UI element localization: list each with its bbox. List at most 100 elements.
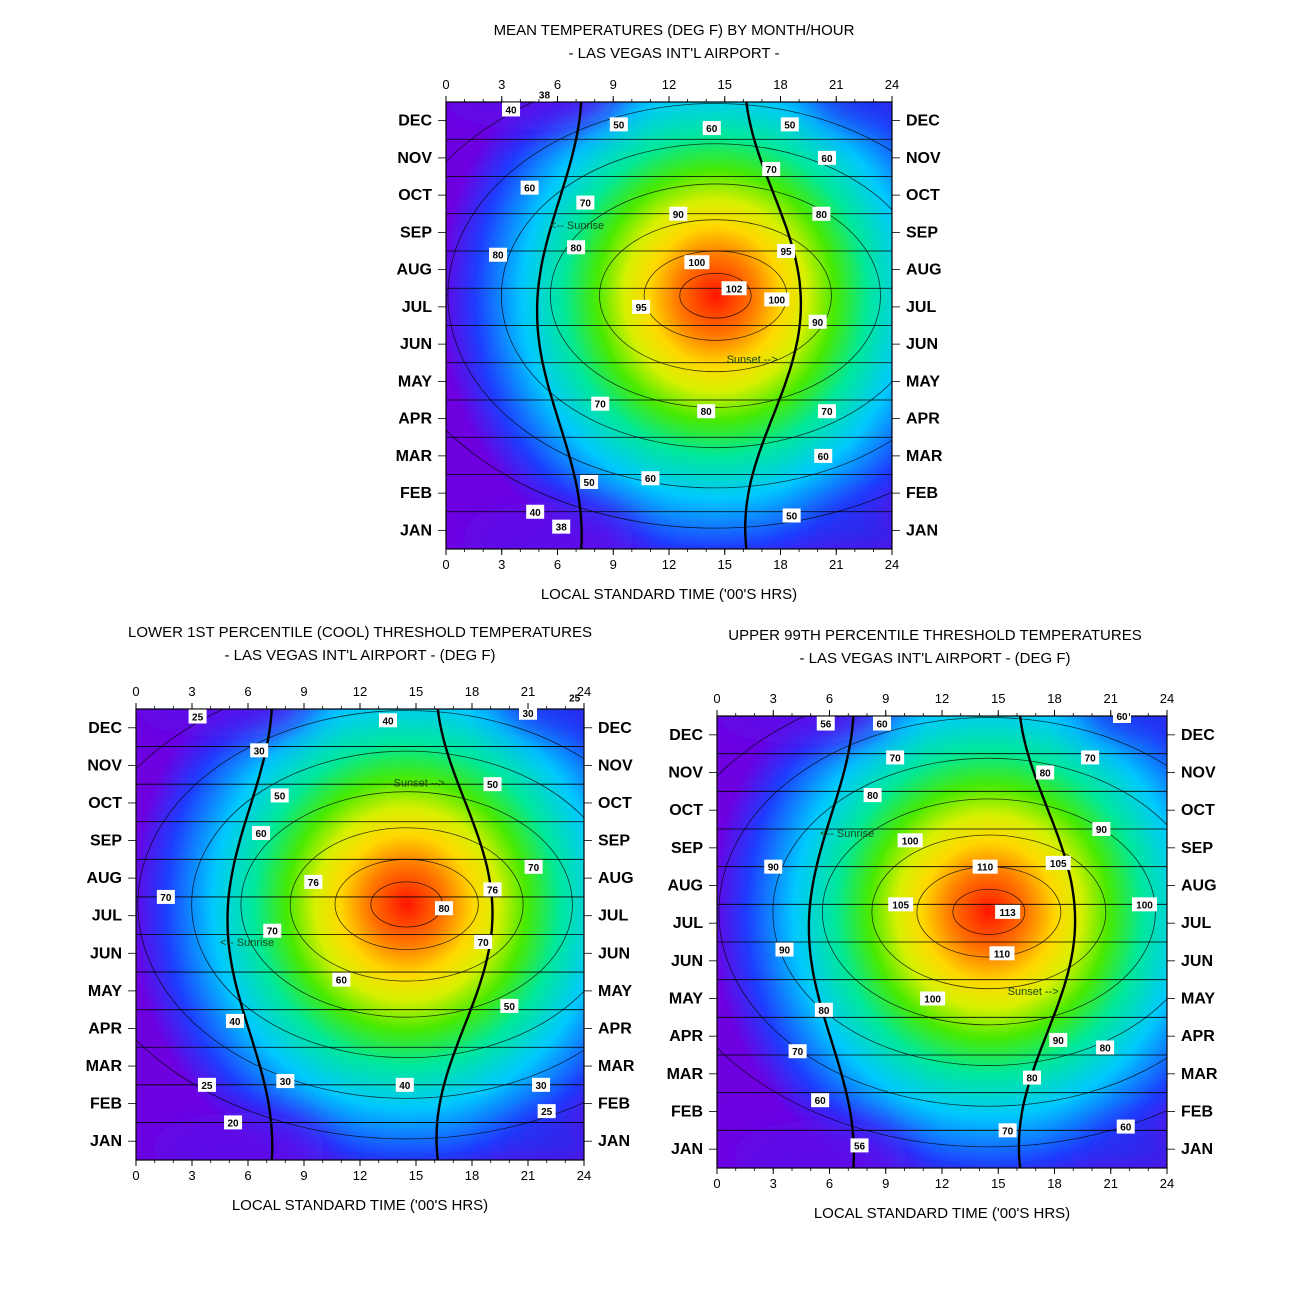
top-month-label-right: MAR bbox=[906, 448, 943, 465]
top-month-label-right: AUG bbox=[906, 262, 942, 279]
right-contour-label: 56 bbox=[816, 716, 835, 731]
right-heatmap-field bbox=[717, 716, 1167, 1168]
left-month-label-left: SEP bbox=[90, 833, 122, 850]
right-month-label-left: SEP bbox=[671, 840, 703, 857]
top-contour-line bbox=[446, 102, 892, 529]
top-contour-label: 50 bbox=[580, 474, 599, 489]
left-month-label-left: MAY bbox=[88, 983, 122, 1000]
top-x-tick-label: 9 bbox=[610, 557, 617, 572]
right-month-label-right: AUG bbox=[1181, 878, 1217, 895]
top-x-tick-label: 15 bbox=[718, 77, 732, 92]
left-x-tick-label: 21 bbox=[521, 684, 535, 699]
top-annotation: <-- Sunrise bbox=[550, 220, 604, 232]
right-contour-line bbox=[717, 716, 1167, 1148]
top-contour-label: 70 bbox=[817, 404, 836, 419]
left-contour-label: 76 bbox=[483, 882, 502, 897]
left-contour-label: 60 bbox=[332, 972, 351, 987]
left-month-label-left: FEB bbox=[90, 1096, 122, 1113]
svg-text:56: 56 bbox=[820, 720, 832, 731]
left-month-label-right: MAR bbox=[598, 1058, 635, 1075]
left-x-tick-label: 15 bbox=[409, 684, 423, 699]
right-month-label-left: MAY bbox=[669, 991, 703, 1008]
top-month-label-left: FEB bbox=[400, 485, 432, 502]
left-contour-label: 70 bbox=[263, 923, 282, 938]
left-x-tick-label: 9 bbox=[300, 684, 307, 699]
top-contour-label: 80 bbox=[489, 247, 508, 262]
top-x-tick-label: 21 bbox=[829, 77, 843, 92]
top-chart-subtitle: - LAS VEGAS INT'L AIRPORT - bbox=[568, 45, 780, 62]
svg-text:70: 70 bbox=[1002, 1126, 1014, 1137]
right-month-label-right: APR bbox=[1181, 1028, 1215, 1045]
left-month-label-left: JUN bbox=[90, 945, 122, 962]
top-x-tick-label: 24 bbox=[885, 557, 899, 572]
left-contour-label: 20 bbox=[224, 1115, 243, 1130]
left-contour-label: 30 bbox=[532, 1077, 551, 1092]
right-x-tick-label: 6 bbox=[826, 1176, 833, 1191]
top-month-label-left: AUG bbox=[396, 262, 432, 279]
right-contour-label: 100 bbox=[897, 833, 923, 848]
left-contour-label: 40 bbox=[225, 1013, 244, 1028]
right-sunrise-curve bbox=[807, 716, 856, 1168]
top-month-label-left: SEP bbox=[400, 224, 432, 241]
svg-text:20: 20 bbox=[228, 1118, 240, 1129]
top-x-tick-label: 0 bbox=[442, 77, 449, 92]
svg-text:30: 30 bbox=[254, 746, 266, 757]
top-month-label-left: JUL bbox=[402, 299, 432, 316]
left-month-label-right: JAN bbox=[598, 1133, 630, 1150]
right-contour-label: 90 bbox=[1092, 822, 1111, 836]
left-month-label-right: OCT bbox=[598, 795, 632, 812]
svg-text:50: 50 bbox=[274, 791, 286, 802]
left-contour-label: 30 bbox=[276, 1074, 295, 1089]
right-contour-line bbox=[772, 757, 1167, 1066]
top-month-label-right: JUN bbox=[906, 336, 938, 353]
svg-text:60: 60 bbox=[1116, 712, 1128, 723]
right-contour-label: 70 bbox=[998, 1123, 1017, 1138]
svg-text:100: 100 bbox=[1136, 900, 1153, 911]
svg-text:40: 40 bbox=[505, 105, 517, 116]
top-heatmap-field bbox=[446, 102, 892, 549]
right-x-tick-label: 15 bbox=[991, 1176, 1005, 1191]
top-contour-label: 95 bbox=[777, 244, 796, 258]
left-contour-line bbox=[240, 791, 573, 1018]
svg-text:95: 95 bbox=[636, 303, 648, 314]
top-month-label-left: DEC bbox=[398, 113, 432, 130]
left-contour-label: 50 bbox=[270, 788, 289, 803]
top-month-label-right: MAY bbox=[906, 373, 940, 390]
right-contour-label: 90 bbox=[1049, 1032, 1068, 1047]
right-contour-label: 60 bbox=[1116, 1119, 1135, 1134]
svg-text:25: 25 bbox=[541, 1107, 553, 1118]
top-contour-label: 60 bbox=[520, 180, 539, 195]
top-contour-label: 50 bbox=[609, 117, 628, 132]
right-contour-label: 70 bbox=[788, 1044, 807, 1059]
right-month-label-left: AUG bbox=[667, 878, 703, 895]
top-contour-label: 40 bbox=[502, 102, 521, 117]
top-sunrise-curve bbox=[535, 102, 583, 549]
top-contour-label: 80 bbox=[812, 206, 831, 221]
right-x-tick-label: 9 bbox=[882, 691, 889, 706]
left-x-tick-label: 6 bbox=[244, 684, 251, 699]
left-contour-label: 50 bbox=[500, 998, 519, 1013]
svg-text:40: 40 bbox=[382, 716, 394, 727]
left-contour-line bbox=[137, 710, 584, 1099]
right-contour-line bbox=[871, 834, 1107, 990]
left-x-tick-label: 0 bbox=[132, 1168, 139, 1183]
left-month-label-left: APR bbox=[88, 1020, 122, 1037]
right-month-label-right: OCT bbox=[1181, 802, 1215, 819]
left-x-tick-label: 3 bbox=[188, 1168, 195, 1183]
top-month-label-right: JAN bbox=[906, 522, 938, 539]
right-month-label-right: SEP bbox=[1181, 840, 1213, 857]
right-month-label-right: JUL bbox=[1181, 915, 1211, 932]
left-x-tick-label: 0 bbox=[132, 684, 139, 699]
svg-text:76: 76 bbox=[487, 885, 499, 896]
right-contour-label: 80 bbox=[1023, 1070, 1041, 1085]
svg-text:25: 25 bbox=[192, 713, 204, 724]
left-x-tick-label: 3 bbox=[188, 684, 195, 699]
right-contour-line bbox=[952, 888, 1026, 935]
top-chart-title: MEAN TEMPERATURES (DEG F) BY MONTH/HOUR bbox=[493, 22, 855, 39]
svg-text:90: 90 bbox=[768, 863, 780, 874]
top-contour-label: 102 bbox=[721, 281, 747, 296]
left-annotation: <-- Sunrise bbox=[220, 937, 274, 949]
top-month-label-right: FEB bbox=[906, 485, 938, 502]
top-annotation: Sunset --> bbox=[727, 354, 778, 366]
right-contour-label: 70 bbox=[886, 750, 905, 765]
